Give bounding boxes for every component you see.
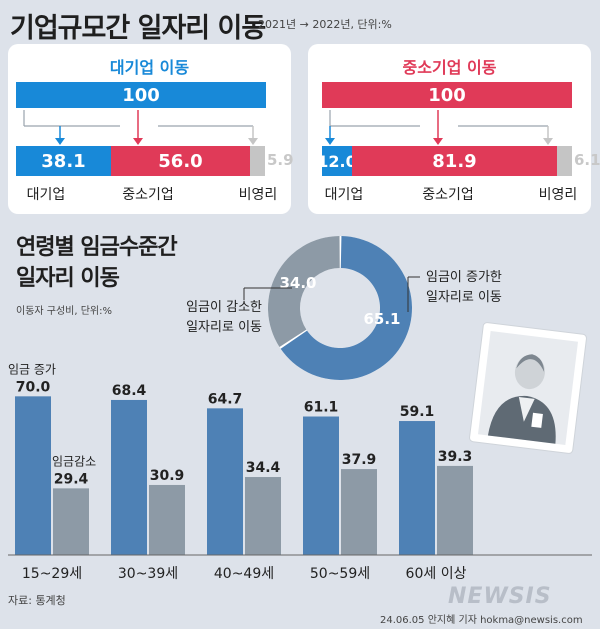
category-label-0: 15~29세	[22, 566, 82, 582]
bar-decrease-4	[437, 465, 473, 555]
value-label-increase-1: 68.4	[112, 383, 147, 399]
section-title: 연령별 임금수준간 일자리 이동	[16, 232, 178, 294]
wage-donut-chart: 65.1 34.0	[268, 236, 412, 380]
sme-panel: 중소기업 이동 100 12.0 81.9 6.1 대기업 중소기업 비영리	[308, 44, 600, 214]
bar-large-to-large: 38.1	[16, 146, 111, 176]
bar-large-to-nonprofit	[250, 146, 265, 176]
label-sme: 중소기업	[122, 187, 174, 203]
bar-sme-to-nonprofit	[557, 146, 572, 176]
bar-decrease-3	[341, 469, 377, 555]
page-title: 기업규모간 일자리 이동	[10, 13, 266, 44]
bar-increase-3	[303, 416, 339, 555]
value-label-decrease-1: 30.9	[150, 468, 185, 484]
value-label-increase-4: 59.1	[400, 404, 435, 420]
panel-title-large: 대기업 이동	[109, 58, 190, 77]
category-label-1: 30~39세	[118, 566, 178, 582]
section-unit-note: 이동자 구성비, 단위:%	[16, 306, 113, 317]
value-label-decrease-2: 34.4	[246, 460, 281, 476]
bar-increase-0	[15, 396, 51, 555]
donut-value-increase: 65.1	[363, 310, 400, 328]
bar-sme-to-large: 12.0	[317, 146, 357, 176]
section-title-line2: 일자리 이동	[16, 266, 120, 291]
series-label-decrease: 임금감소	[52, 454, 96, 468]
label-nonprofit: 비영리	[538, 187, 578, 203]
value-label-decrease-0: 29.4	[54, 471, 89, 487]
label-large: 대기업	[26, 187, 66, 203]
flow-arrows-large	[23, 110, 258, 145]
donut-slice-decrease	[268, 236, 340, 347]
donut-label-increase: 임금이 증가한 일자리로 이동	[426, 268, 502, 308]
value-label-decrease-4: 39.3	[438, 449, 473, 465]
category-label-2: 40~49세	[214, 566, 274, 582]
bar-decrease-2	[245, 477, 281, 555]
byline: 24.06.05 안지혜 기자 hokma@newsis.com	[380, 615, 583, 626]
flow-arrows-sme	[325, 110, 553, 145]
value-sme-to-nonprofit: 6.1	[574, 151, 600, 169]
large-company-panel: 대기업 이동 100 38.1 56.0 5.9 대기업 중소기업 비영리	[8, 44, 294, 214]
label-large: 대기업	[324, 187, 364, 203]
label-nonprofit: 비영리	[238, 187, 278, 203]
age-wage-bar-chart: 70.0 29.4 15~29세 68.4 30.9 30~39세 64.7 34.4 40~4…	[8, 362, 592, 582]
donut-label-decrease-line2: 일자리로 이동	[186, 320, 262, 335]
value-label-increase-2: 64.7	[208, 391, 243, 407]
bar-sme-to-sme: 81.9	[352, 146, 557, 176]
bar-increase-4	[399, 421, 435, 555]
newsis-logo: NEWSIS	[448, 584, 552, 609]
donut-slice-increase	[280, 236, 412, 380]
bar-increase-2	[207, 408, 243, 555]
bar-increase-1	[111, 399, 147, 555]
unit-note: 2021년 → 2022년, 단위:%	[258, 18, 392, 31]
bar-large-to-sme: 56.0	[111, 146, 250, 176]
category-label-3: 50~59세	[310, 566, 370, 582]
value-label-decrease-3: 37.9	[342, 452, 377, 468]
series-label-increase: 임금 증가	[8, 362, 56, 376]
value-label-increase-0: 70.0	[16, 379, 51, 395]
donut-label-decrease-line1: 임금이 감소한	[186, 300, 262, 315]
total-bar-large: 100	[16, 82, 266, 108]
value-label-increase-3: 61.1	[304, 400, 339, 416]
donut-label-increase-line2: 일자리로 이동	[426, 290, 502, 305]
section-title-line1: 연령별 임금수준간	[16, 235, 178, 260]
bar-decrease-0	[53, 488, 89, 555]
category-label-4: 60세 이상	[406, 566, 467, 582]
total-bar-sme: 100	[322, 82, 572, 108]
label-sme: 중소기업	[422, 187, 474, 203]
donut-label-decrease: 임금이 감소한 일자리로 이동	[170, 298, 262, 338]
value-large-to-nonprofit: 5.9	[267, 151, 294, 169]
donut-label-increase-line1: 임금이 증가한	[426, 270, 502, 285]
source-note: 자료: 통계청	[8, 594, 66, 607]
worker-id-card-illustration	[469, 322, 587, 454]
panel-title-sme: 중소기업 이동	[402, 58, 497, 77]
bar-decrease-1	[149, 484, 185, 555]
